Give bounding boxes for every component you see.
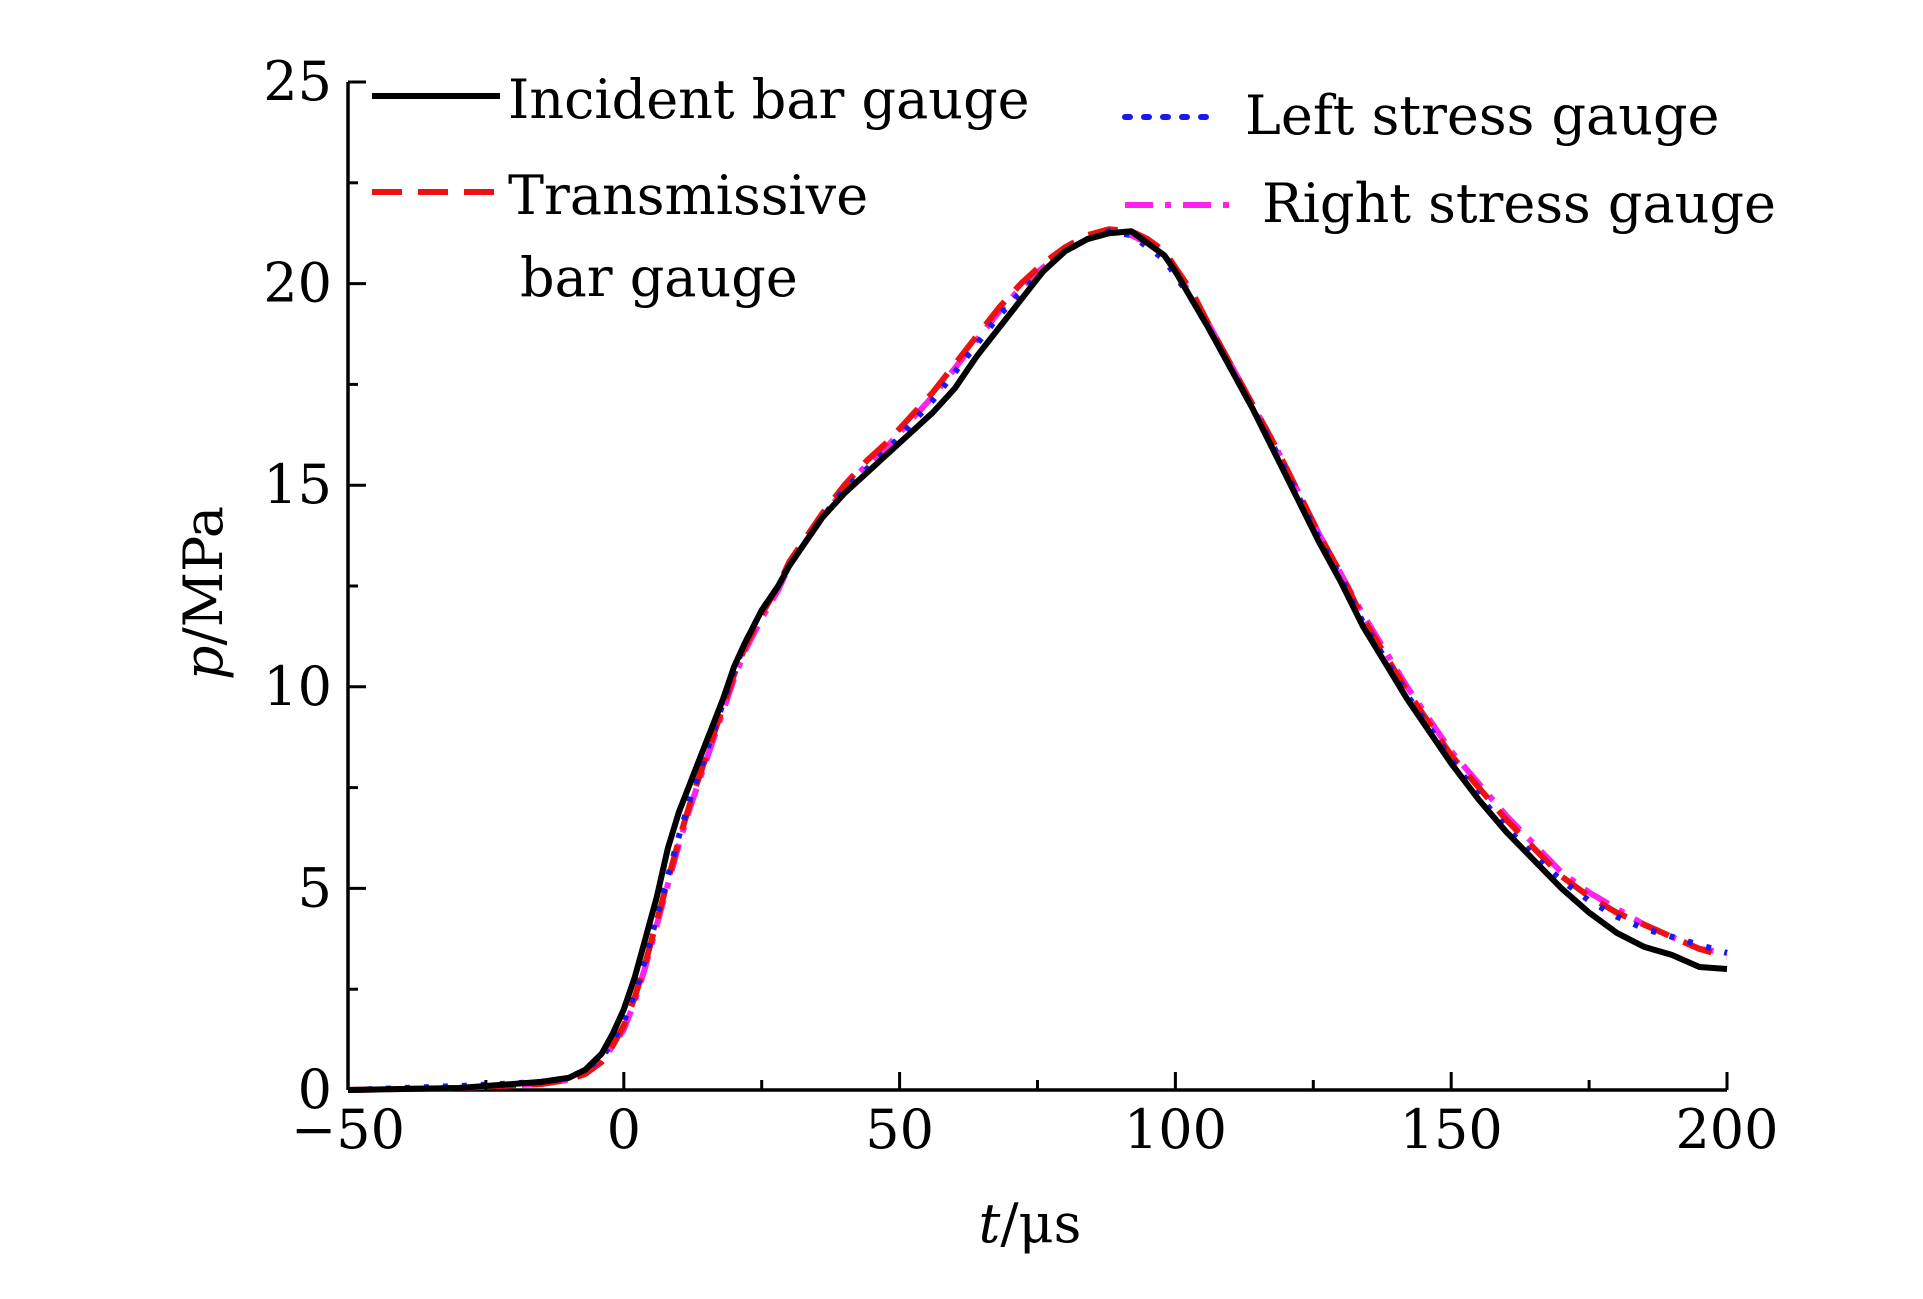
x-axis-label-unit: /μs <box>1000 1192 1081 1255</box>
x-tick-label-0: −50 <box>291 1098 405 1161</box>
y-tick-label-0: 0 <box>298 1058 332 1121</box>
y-axis-label: p/MPa <box>172 506 235 680</box>
series-line-2 <box>347 228 1728 1093</box>
series-line-0 <box>347 228 1728 1093</box>
x-axis-label-var: t <box>979 1192 1001 1255</box>
y-tick-label-3: 15 <box>263 453 332 516</box>
y-tick-label-2: 10 <box>263 655 332 718</box>
legend-label-2: Left stress gauge <box>1245 84 1720 147</box>
axis-labels: t/μs p/MPa <box>172 506 1081 1255</box>
y-tick-label-1: 5 <box>298 856 332 919</box>
legend: Incident bar gauge Transmissive bar gauge L… <box>372 68 1776 309</box>
y-axis-label-var: p <box>172 646 235 681</box>
legend-label-3: Right stress gauge <box>1262 172 1776 235</box>
x-tick-label-3: 100 <box>1124 1098 1227 1161</box>
series-line-3 <box>347 228 1728 1093</box>
y-axis-label-unit: /MPa <box>172 506 235 646</box>
legend-label-0: Incident bar gauge <box>508 68 1030 131</box>
series-line-1 <box>347 226 1728 1093</box>
y-tick-label-5: 25 <box>263 50 332 113</box>
legend-label-1-line-1: bar gauge <box>520 246 798 309</box>
x-tick-label-5: 200 <box>1675 1098 1778 1161</box>
x-tick-label-2: 50 <box>865 1098 934 1161</box>
x-axis-label: t/μs <box>979 1192 1082 1255</box>
x-tick-label-4: 150 <box>1400 1098 1503 1161</box>
legend-label-1-line-0: Transmissive <box>508 164 868 227</box>
x-tick-label-1: 0 <box>607 1098 641 1161</box>
plot-series <box>347 226 1728 1093</box>
y-tick-label-4: 20 <box>263 252 332 315</box>
